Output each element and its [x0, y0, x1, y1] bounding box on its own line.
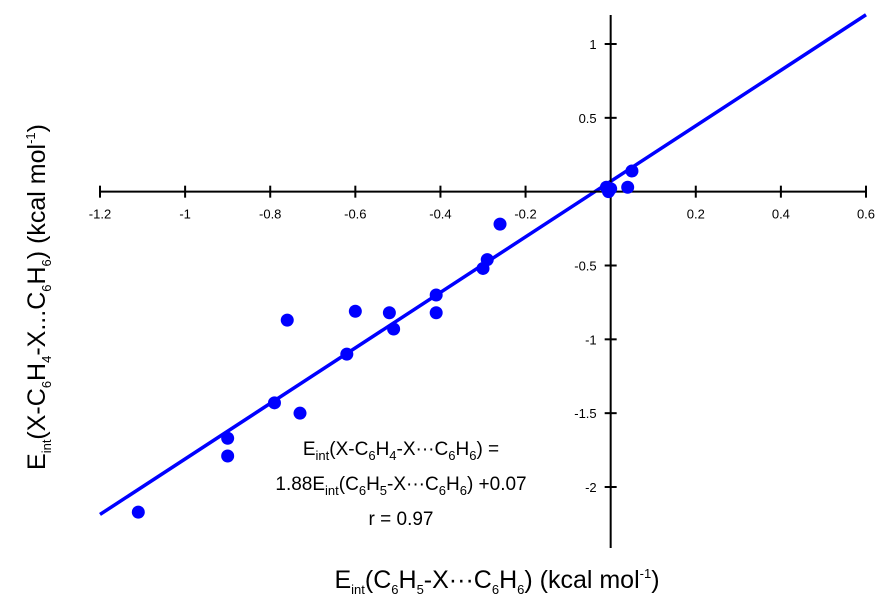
- y-tick-label: -1.5: [574, 406, 596, 421]
- equation-line-2: 1.88Eint(C6H5-X···C6H6) +0.07: [275, 474, 526, 498]
- x-tick-label: -0.6: [344, 207, 366, 222]
- x-tick-label: -1: [179, 207, 191, 222]
- data-point: [493, 217, 507, 231]
- data-point: [382, 306, 396, 320]
- x-tick-label: 0.4: [772, 207, 790, 222]
- y-tick-label: 0.5: [579, 111, 597, 126]
- data-point: [480, 253, 494, 267]
- y-axis-title: Eint(X-C6H4-X...C6H6) (kcal mol-1): [23, 124, 54, 470]
- data-points-layer: [131, 164, 639, 519]
- data-point: [429, 288, 443, 302]
- data-point: [340, 347, 354, 361]
- data-point: [625, 164, 639, 178]
- data-point: [621, 180, 635, 194]
- data-point: [221, 431, 235, 445]
- x-tick-label: -0.2: [514, 207, 536, 222]
- data-point: [280, 313, 294, 327]
- data-point: [221, 449, 235, 463]
- x-axis-title: Eint(C6H5-X···C6H6) (kcal mol-1): [334, 566, 659, 597]
- x-tick-label: -0.8: [259, 207, 281, 222]
- y-tick-label: -2: [585, 480, 597, 495]
- data-point: [429, 306, 443, 320]
- data-point: [348, 304, 362, 318]
- y-tick-label: -0.5: [574, 259, 596, 274]
- x-tick-label: 0.6: [857, 207, 875, 222]
- x-tick-label: -1.2: [89, 207, 111, 222]
- data-point: [293, 406, 307, 420]
- x-tick-label: 0.2: [687, 207, 705, 222]
- x-tick-label: -0.4: [429, 207, 451, 222]
- data-point: [604, 182, 618, 196]
- data-point: [131, 505, 145, 519]
- axes-layer: -1.2 -1 -0.8 -0.6 -0.4 -0.2 0.2 0.4 0.6 -2 -1.5 -1 -…: [89, 15, 875, 548]
- y-tick-label: -1: [585, 332, 597, 347]
- y-tick-label: 1: [589, 37, 596, 52]
- data-point: [387, 322, 401, 336]
- correlation-coefficient: r = 0.97: [369, 509, 434, 530]
- data-point: [267, 396, 281, 410]
- equation-line-1: Eint(X-C6H4-X···C6H6) =: [303, 439, 499, 463]
